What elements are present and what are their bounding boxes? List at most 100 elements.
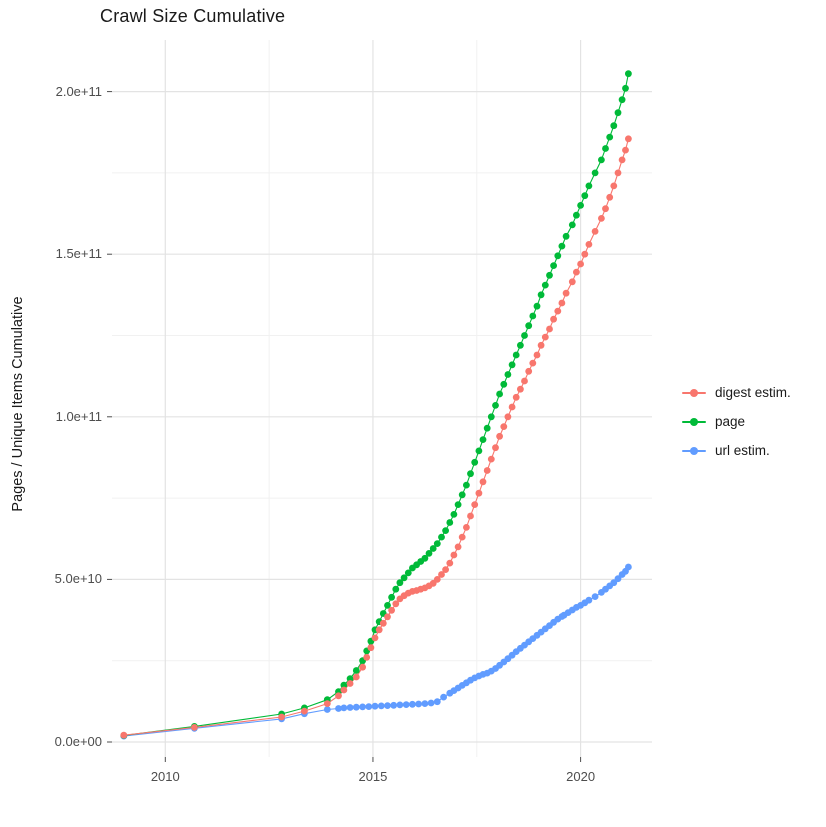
data-point bbox=[550, 262, 557, 269]
y-tick-label: 5.0e+10 bbox=[54, 571, 102, 587]
data-point bbox=[433, 698, 441, 706]
data-point bbox=[585, 596, 593, 604]
legend-key-icon bbox=[682, 384, 706, 401]
data-point bbox=[340, 686, 348, 694]
data-point bbox=[598, 215, 605, 222]
data-point bbox=[384, 702, 391, 709]
data-point bbox=[463, 481, 470, 489]
data-point bbox=[365, 703, 373, 710]
data-point bbox=[591, 169, 599, 177]
data-point bbox=[415, 700, 422, 708]
data-point bbox=[446, 559, 454, 567]
data-point bbox=[591, 228, 599, 235]
data-point bbox=[577, 260, 584, 268]
data-point bbox=[492, 402, 499, 409]
data-point bbox=[301, 707, 308, 715]
y-tick-label: 1.5e+11 bbox=[55, 246, 102, 262]
data-point bbox=[581, 250, 589, 258]
legend-key-dot bbox=[690, 417, 698, 426]
data-point bbox=[454, 543, 462, 551]
data-point bbox=[525, 322, 533, 330]
data-point bbox=[442, 527, 449, 534]
data-point bbox=[404, 569, 412, 577]
data-point bbox=[546, 271, 553, 279]
data-point bbox=[573, 211, 580, 219]
data-point bbox=[438, 533, 445, 541]
data-point bbox=[454, 501, 462, 508]
data-point bbox=[550, 315, 557, 323]
data-point bbox=[622, 84, 629, 92]
data-point bbox=[573, 268, 580, 276]
y-axis-title: Pages / Unique Items Cumulative bbox=[10, 296, 26, 512]
data-point bbox=[450, 551, 458, 559]
data-point bbox=[433, 576, 441, 583]
data-point bbox=[346, 680, 354, 687]
data-point bbox=[541, 333, 549, 341]
legend-key-dot bbox=[690, 388, 698, 397]
data-point bbox=[581, 192, 589, 200]
data-point bbox=[433, 540, 441, 547]
data-point bbox=[618, 156, 626, 164]
x-tick-label: 2010 bbox=[150, 769, 180, 784]
data-point bbox=[533, 302, 541, 310]
data-point bbox=[529, 359, 537, 367]
data-point bbox=[508, 403, 516, 411]
data-point bbox=[377, 702, 385, 710]
data-point bbox=[402, 701, 410, 708]
data-point bbox=[598, 156, 605, 164]
data-point bbox=[606, 193, 614, 201]
legend-item-label: digest estim. bbox=[715, 385, 791, 400]
data-point bbox=[352, 667, 360, 674]
data-point bbox=[512, 351, 520, 359]
data-point bbox=[467, 470, 474, 478]
data-point bbox=[346, 675, 354, 682]
data-point bbox=[379, 619, 387, 627]
data-point bbox=[610, 122, 618, 130]
legend: digest estim. page url estim. bbox=[682, 378, 791, 465]
data-point bbox=[396, 701, 404, 709]
data-point bbox=[504, 371, 512, 378]
data-point bbox=[438, 571, 445, 578]
data-point bbox=[475, 447, 483, 455]
x-tick-label: 2020 bbox=[566, 769, 596, 784]
data-point bbox=[392, 600, 400, 608]
data-point bbox=[529, 312, 537, 320]
data-point bbox=[340, 681, 348, 689]
data-point bbox=[340, 704, 348, 712]
data-point bbox=[591, 593, 599, 600]
legend-key-dot bbox=[690, 446, 698, 455]
data-point bbox=[388, 593, 395, 601]
legend-item-label: url estim. bbox=[715, 443, 770, 458]
data-point bbox=[396, 579, 404, 587]
data-point bbox=[614, 575, 622, 583]
data-point bbox=[521, 332, 528, 339]
data-point bbox=[363, 654, 371, 661]
data-point bbox=[512, 393, 520, 401]
data-point bbox=[458, 533, 466, 541]
chart-title: Crawl Size Cumulative bbox=[100, 6, 286, 26]
data-point bbox=[525, 367, 533, 375]
legend-key-icon bbox=[682, 442, 706, 459]
data-point bbox=[390, 701, 398, 709]
data-point bbox=[562, 232, 570, 240]
data-point bbox=[278, 713, 285, 721]
data-point bbox=[421, 700, 429, 707]
data-point bbox=[371, 634, 379, 642]
data-point bbox=[568, 278, 576, 286]
data-point bbox=[562, 289, 570, 297]
data-point bbox=[585, 241, 593, 248]
data-point bbox=[471, 458, 479, 466]
data-point bbox=[554, 252, 562, 260]
legend-item: url estim. bbox=[682, 436, 791, 465]
data-point bbox=[517, 341, 524, 349]
data-point bbox=[558, 242, 566, 250]
data-point bbox=[323, 700, 331, 707]
data-point bbox=[606, 133, 614, 141]
legend-item: page bbox=[682, 407, 791, 436]
data-point bbox=[352, 703, 360, 711]
data-point bbox=[384, 613, 391, 621]
data-point bbox=[479, 478, 487, 486]
data-point bbox=[541, 281, 549, 289]
